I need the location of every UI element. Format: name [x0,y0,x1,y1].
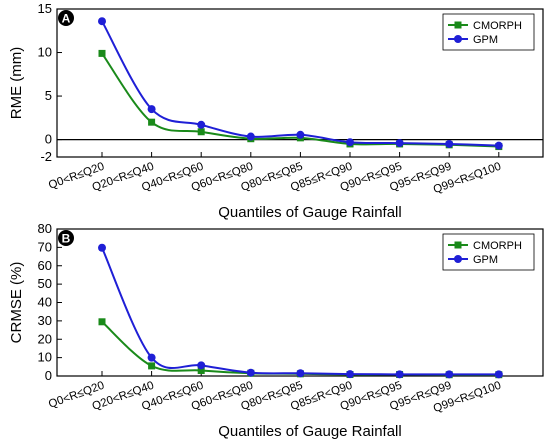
y-tick-label: 50 [38,276,52,291]
data-point-gpm [147,105,156,114]
data-point-gpm [296,130,305,139]
data-point-gpm [445,370,454,379]
y-axis-title: CRMSE (%) [8,262,25,344]
y-tick-label: 40 [38,295,52,310]
data-point-gpm [197,120,206,129]
chart-panel-B: 01020304050607080Q0<R≤Q20Q20<R≤Q40Q40<R≤… [8,221,544,440]
data-point-gpm [296,369,305,378]
y-tick-label: 0 [45,368,52,383]
y-tick-label: 30 [38,313,52,328]
y-tick-label: 80 [38,221,52,236]
y-tick-label: 0 [45,132,52,147]
data-point-cmorph [98,318,106,326]
legend-marker-cmorph [454,21,462,29]
data-point-gpm [494,141,503,150]
legend-entry-gpm: GPM [473,254,498,266]
data-point-gpm [395,370,404,379]
legend-entry-cmorph: CMORPH [473,20,522,32]
panel-label: B [62,232,71,246]
y-tick-label: 15 [38,1,52,16]
data-point-gpm [147,353,156,362]
data-point-gpm [98,17,106,26]
data-point-gpm [494,370,503,379]
x-axis-title: Quantiles of Gauge Rainfall [218,204,401,221]
panel-badge [58,10,74,26]
data-point-cmorph [197,128,205,136]
data-point-gpm [246,132,255,141]
x-axis-title: Quantiles of Gauge Rainfall [218,423,401,440]
y-tick-label: 20 [38,331,52,346]
y-tick-label: 10 [38,45,52,60]
data-point-gpm [395,139,404,148]
data-point-gpm [445,139,454,148]
panel-badge [58,230,74,246]
chart-panel-A: -2051015Q0<R≤Q20Q20<R≤Q40Q40<R≤Q60Q60<R≤… [8,1,544,221]
legend-entry-cmorph: CMORPH [473,240,522,252]
y-axis-title: RME (mm) [8,47,25,119]
y-tick-label: 5 [45,88,52,103]
y-tick-label: 70 [38,239,52,254]
legend-marker-gpm [454,255,462,263]
data-point-cmorph [197,366,205,374]
legend-marker-gpm [454,35,462,43]
y-tick-label: 10 [38,350,52,365]
data-point-cmorph [148,362,156,370]
legend-marker-cmorph [454,241,462,249]
data-point-gpm [346,370,354,379]
data-point-cmorph [148,118,156,126]
legend: CMORPH GPM [442,13,535,51]
legend: CMORPH GPM [442,233,535,271]
series-gpm [98,17,503,150]
series-gpm [98,243,503,379]
data-point-gpm [246,368,255,377]
panel-label: A [62,12,71,26]
y-tick-label: 60 [38,258,52,273]
data-point-gpm [197,361,206,370]
series-line-gpm [101,247,499,376]
legend-box [442,13,535,51]
data-point-cmorph [98,49,106,57]
legend-entry-gpm: GPM [473,34,498,46]
series-cmorph [98,318,503,379]
y-tick-label: -2 [40,149,52,164]
legend-box [442,233,535,271]
data-point-gpm [346,138,354,147]
data-point-gpm [98,243,106,252]
